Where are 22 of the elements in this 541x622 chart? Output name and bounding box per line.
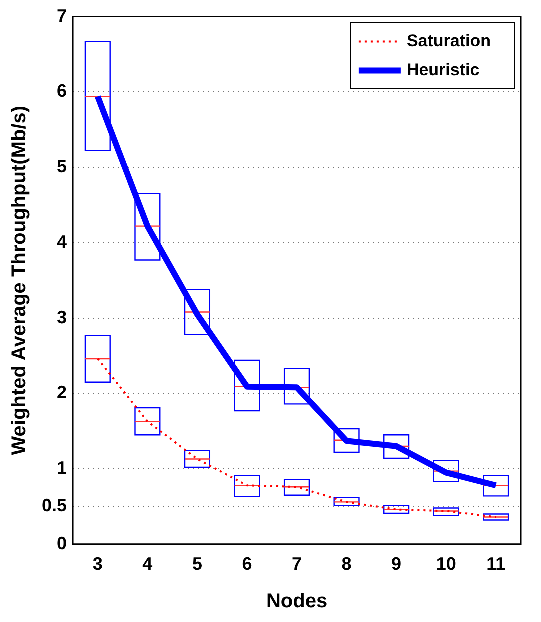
legend-label: Heuristic (406, 60, 480, 80)
x-tick-label: 3 (92, 554, 103, 574)
y-tick-label: 5 (57, 156, 68, 177)
y-tick-label: 6 (57, 81, 68, 102)
x-tick-label: 10 (436, 554, 456, 574)
y-tick-label: 3 (57, 307, 68, 328)
y-axis-title: Weighted Average Throughput(Mb/s) (8, 106, 31, 456)
x-tick-label: 9 (392, 554, 402, 574)
x-tick-label: 8 (342, 554, 352, 574)
x-axis-title: Nodes (266, 590, 328, 613)
y-tick-label: 7 (57, 6, 68, 26)
y-tick-label: 0 (57, 533, 68, 554)
legend-label: Saturation (406, 31, 491, 50)
y-tick-label: 0.5 (42, 496, 68, 516)
x-tick-label: 6 (242, 554, 252, 574)
y-tick-label: 1 (57, 458, 68, 478)
x-tick-label: 4 (142, 554, 153, 574)
x-tick-label: 11 (486, 554, 506, 574)
x-tick-label: 7 (292, 554, 302, 574)
y-tick-label: 2 (57, 382, 68, 403)
y-tick-label: 4 (57, 232, 68, 252)
x-tick-label: 5 (192, 554, 202, 574)
